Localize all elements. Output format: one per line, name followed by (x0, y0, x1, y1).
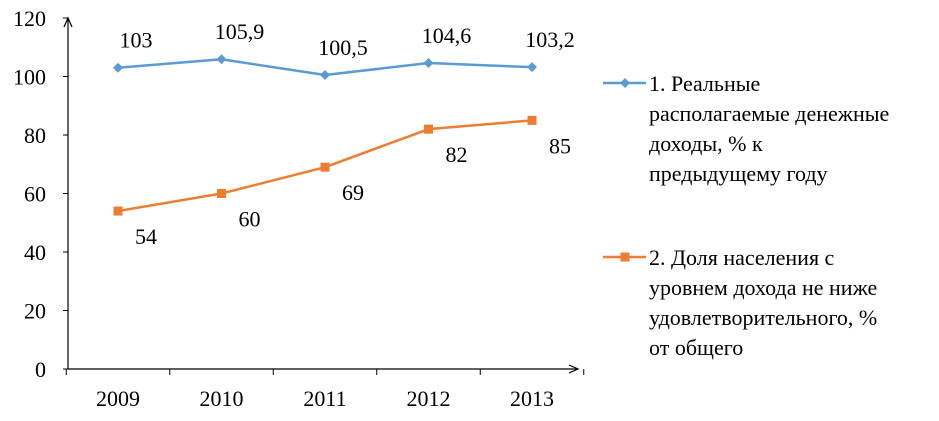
y-tick-label: 20 (24, 299, 46, 324)
chart-axes (63, 16, 580, 374)
x-tick-label: 2009 (96, 386, 140, 411)
data-point (527, 62, 537, 73)
legend-label-line: 1. Реальные (649, 71, 760, 96)
chart-legend: 1. Реальные располагаемые денежные доходы,… (603, 71, 889, 360)
data-point (423, 58, 434, 69)
data-label: 60 (239, 207, 261, 232)
data-label: 54 (135, 224, 157, 249)
x-axis-ticks: 2009 2010 2011 2012 2013 (65, 369, 585, 411)
data-label: 69 (342, 180, 364, 205)
y-tick-label: 0 (35, 357, 46, 382)
data-point (113, 206, 123, 216)
legend-entry-1: 1. Реальные располагаемые денежные доходы,… (603, 71, 889, 186)
y-tick-label: 100 (13, 65, 46, 90)
legend-swatch-marker (620, 252, 630, 262)
data-point (320, 162, 330, 172)
data-point (113, 62, 123, 73)
data-label: 85 (549, 133, 571, 158)
legend-entry-2: 2. Доля населения с уровнем дохода не ниж… (603, 245, 877, 360)
data-point (424, 124, 433, 134)
x-tick-label: 2010 (200, 386, 244, 411)
legend-label-line: доходы, % к (649, 131, 763, 156)
data-point (216, 54, 227, 65)
y-axis-ticks: 0 20 40 60 80 100 120 (13, 6, 68, 382)
data-label: 105,9 (215, 19, 265, 44)
data-label: 82 (446, 142, 468, 167)
y-tick-label: 40 (24, 240, 46, 265)
series-2: 54 60 69 82 85 (113, 115, 571, 249)
series-1: 103 105,9 100,5 104,6 103,2 (113, 19, 575, 81)
data-point (217, 189, 226, 198)
data-point (527, 115, 537, 125)
data-label: 100,5 (318, 35, 368, 60)
legend-label-line: от общего (649, 335, 743, 360)
chart-series: 103 105,9 100,5 104,6 103,2 54 60 69 82 85 (113, 19, 575, 249)
x-tick-label: 2013 (510, 386, 554, 411)
y-tick-label: 80 (24, 123, 46, 148)
data-label: 104,6 (422, 23, 472, 48)
data-label: 103,2 (525, 27, 575, 52)
x-tick-label: 2011 (303, 386, 346, 411)
legend-swatch-marker (620, 78, 630, 88)
y-tick-label: 120 (13, 6, 46, 31)
legend-label-line: уровнем дохода не ниже (649, 275, 877, 300)
legend-label-line: удовлетворительного, % (649, 305, 877, 330)
legend-label-line: располагаемые денежные (649, 101, 889, 126)
data-point (320, 70, 330, 81)
x-axis-arrow (568, 364, 580, 374)
legend-label-line: 2. Доля населения с (649, 245, 835, 270)
y-tick-label: 60 (24, 182, 46, 207)
x-tick-label: 2012 (407, 386, 451, 411)
data-label: 103 (120, 28, 153, 53)
legend-label-line: предыдущему году (649, 161, 828, 186)
